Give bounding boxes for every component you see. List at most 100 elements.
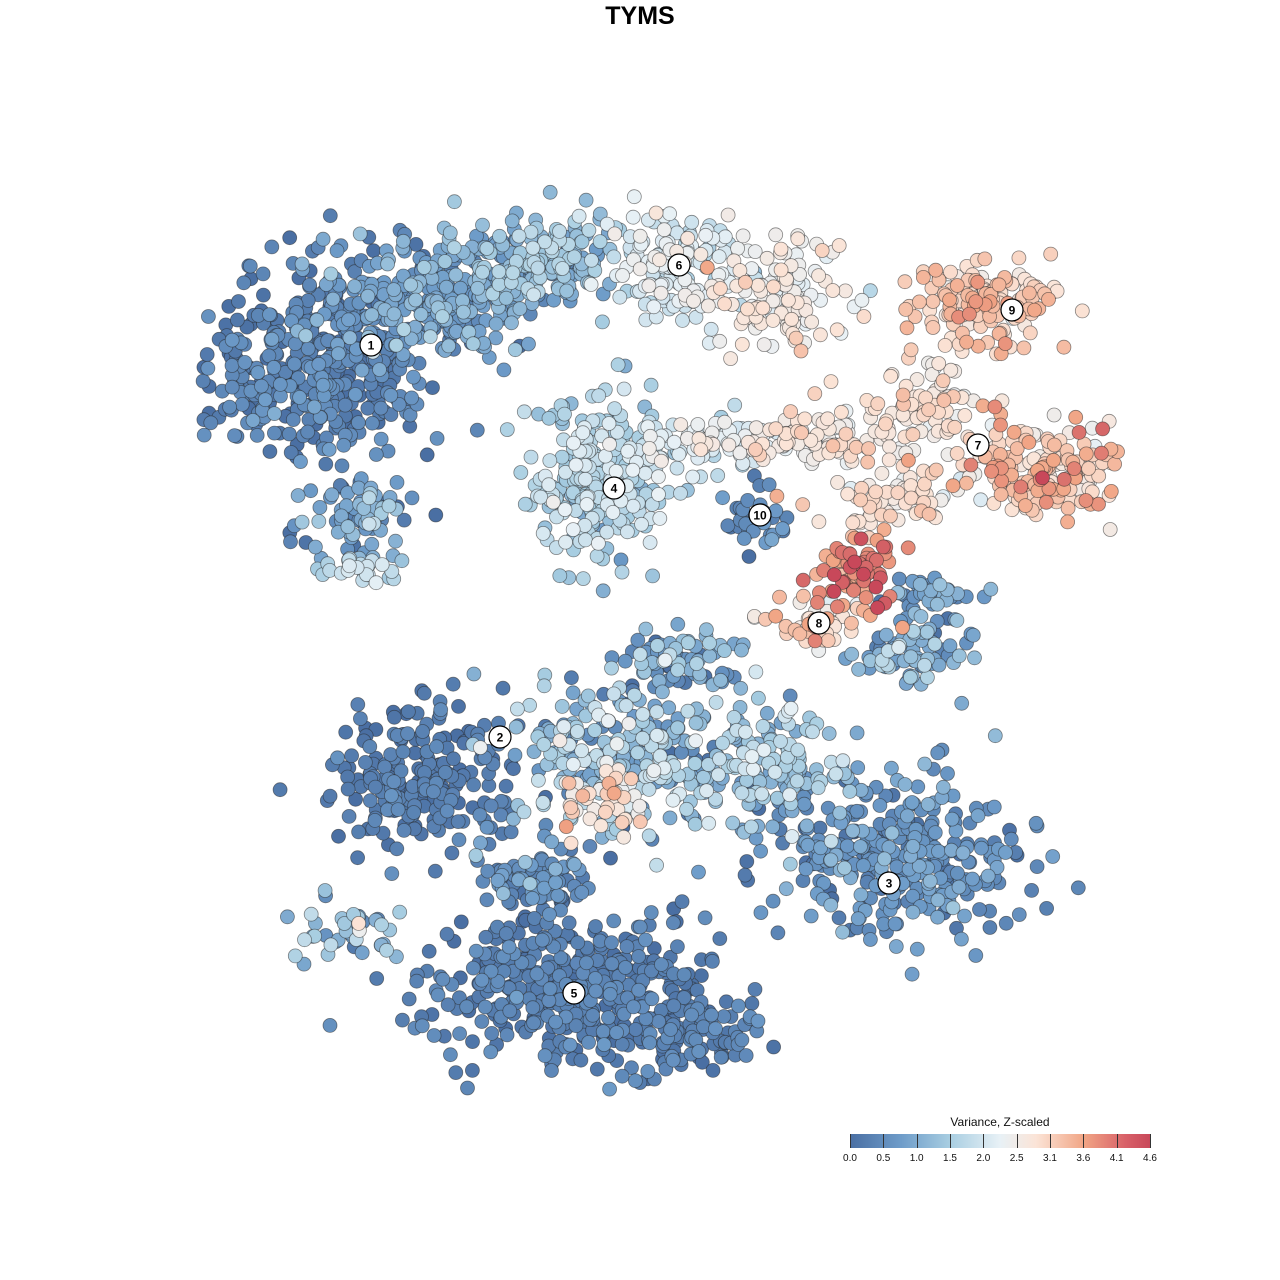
cell-point [541,410,557,426]
cell-point [858,590,874,605]
cell-point [593,818,609,834]
cell-point [670,662,685,678]
cell-point [931,843,946,859]
cell-point [943,264,958,280]
cell-point [842,784,858,799]
cell-point [525,1000,541,1016]
cluster-label-marker [667,253,691,277]
cell-point [831,238,847,253]
cell-point [697,910,713,926]
cell-point [480,863,496,879]
cell-point [766,279,781,295]
cell-point [395,233,411,249]
cell-point [754,786,770,802]
cell-point [704,1007,719,1023]
cell-point [921,506,937,522]
cell-point [266,425,282,441]
cell-point [905,904,921,920]
cell-point [951,648,967,664]
cell-point [820,633,836,648]
cell-point [823,374,839,390]
cell-point [354,945,370,961]
cell-point [775,521,790,537]
cell-point [602,986,618,1002]
cell-point [736,531,752,546]
legend-tick [1083,1134,1085,1148]
cell-point [312,499,328,515]
cell-point [499,1027,515,1043]
cell-point [227,428,242,444]
cell-point [602,1081,617,1097]
cell-point [616,381,632,397]
cell-point [531,772,546,788]
cell-point [957,408,973,423]
cell-point [747,244,763,260]
cell-point [711,249,727,265]
cell-point [578,192,594,208]
cell-point [1009,441,1025,457]
cell-point [954,931,969,947]
cell-point [676,990,692,1005]
cell-point [392,904,408,920]
cell-point [811,268,826,284]
cell-point [575,425,591,441]
cell-point [563,835,579,851]
cell-point [759,705,775,721]
cell-point [504,315,519,331]
cell-point [703,321,719,337]
cell-point [734,336,750,352]
cell-point [570,724,585,739]
cell-point [330,750,345,766]
cell-point [649,704,665,720]
cell-point [850,911,866,927]
cell-point [548,1014,563,1030]
cell-point [653,285,669,301]
cell-point [350,415,366,431]
cell-point [738,274,753,290]
cell-point [715,735,730,751]
cell-point [693,442,709,458]
cell-point [224,332,240,348]
cluster-labels: 1 2 3 4 5 6 7 8 9 10 [359,253,1024,1005]
cell-point [687,816,703,832]
cell-point [429,430,445,446]
legend-tick [983,1134,985,1148]
cell-point [649,728,665,743]
cell-point [537,1048,553,1064]
cell-point [439,926,455,942]
cell-point [940,766,955,781]
cell-point [641,828,657,844]
cell-point [920,670,935,685]
cell-point [705,954,720,969]
cell-point [475,217,490,233]
cell-point [937,337,953,353]
cell-point [558,819,574,834]
cell-point [696,1019,711,1035]
cell-point [870,600,885,616]
cell-point [680,230,696,246]
cell-point [255,287,271,303]
cell-point [632,798,647,814]
cell-point [200,360,216,376]
cell-point [503,824,519,840]
cell-point [362,739,378,754]
cell-point [903,669,918,685]
cell-point [967,650,982,666]
cell-point [565,685,581,701]
cell-point [755,719,771,734]
cell-point [741,549,757,564]
cell-point [848,439,864,455]
cell-point [609,1025,624,1040]
cell-point [369,971,385,986]
cell-point [583,277,599,292]
cell-point [535,526,551,541]
cluster-label-10: 10 [748,503,772,527]
cell-point [930,892,946,908]
cell-point [340,519,356,535]
cell-point [479,892,495,908]
cell-point [604,956,620,972]
cell-point [492,228,507,244]
cell-point [396,322,412,337]
cell-point [782,688,798,704]
cell-point [641,278,657,294]
